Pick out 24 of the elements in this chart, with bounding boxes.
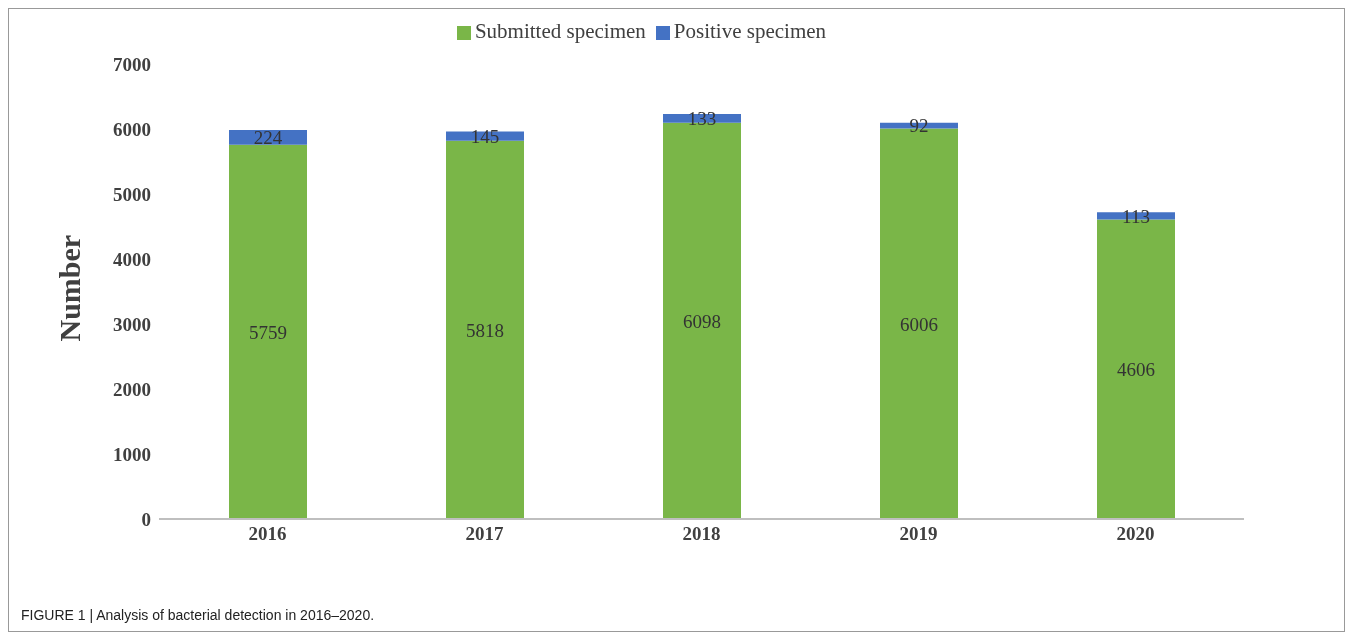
y-tick-label: 2000 <box>113 378 151 400</box>
y-tick-label: 7000 <box>113 53 151 75</box>
y-tick-label: 3000 <box>113 313 151 335</box>
x-tick-label: 2020 <box>1116 523 1155 545</box>
y-tick-label: 5000 <box>113 183 151 205</box>
data-label: 224 <box>253 127 283 149</box>
y-tick-label: 0 <box>141 508 151 530</box>
data-label: 6098 <box>683 310 721 332</box>
y-axis-title: Number <box>52 234 86 342</box>
legend-label: Positive specimen <box>673 19 827 43</box>
x-tick-label: 2019 <box>899 523 938 545</box>
data-label: 5818 <box>466 319 504 341</box>
data-label: 4606 <box>1117 359 1155 381</box>
y-tick-label: 6000 <box>113 118 151 140</box>
caption: FIGURE 1 | Analysis of bacterial detection in 2016–2020. <box>21 607 375 623</box>
x-tick-label: 2017 <box>465 523 504 545</box>
data-label: 6006 <box>900 313 938 335</box>
data-label: 5759 <box>249 321 287 343</box>
bar <box>229 144 307 519</box>
x-tick-label: 2016 <box>248 523 287 545</box>
legend-label: Submitted specimen <box>474 19 646 43</box>
y-tick-label: 1000 <box>113 443 151 465</box>
y-tick-label: 4000 <box>113 248 151 270</box>
x-tick-label: 2018 <box>682 523 721 545</box>
